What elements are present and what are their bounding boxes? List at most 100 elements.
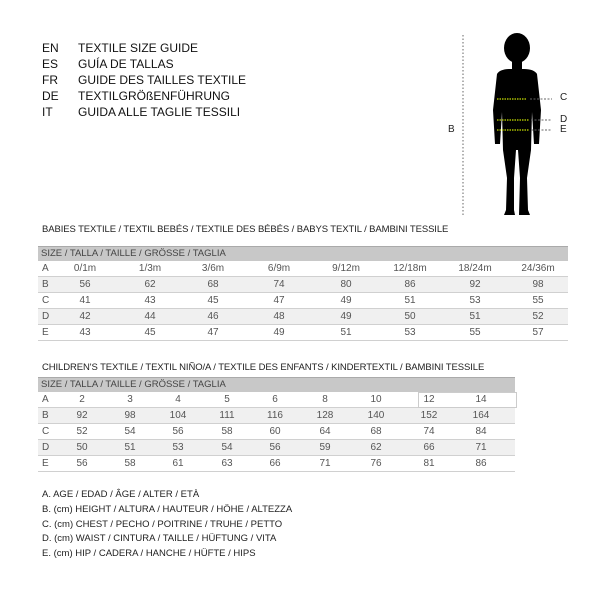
table-cell: 74 [273,279,285,290]
table-cell: 111 [219,410,235,421]
table-cell: 6 [272,394,278,405]
legend-item: A. AGE / EDAD / ÂGE / ALTER / ETÀ [42,489,200,500]
table-cell: 56 [269,442,281,453]
table-cell: 51 [404,295,416,306]
table-cell: 60 [269,426,281,437]
language-code: DE [42,89,59,103]
table-row: D 42 44 46 48 49 50 51 52 [38,309,568,325]
table-cell: 0/1m [73,263,97,274]
table-cell: 53 [172,442,184,453]
title-line: ES GUÍA DE TALLAS [42,56,174,72]
table-cell: 68 [207,279,219,290]
table-cell: 86 [475,458,487,469]
legend: A. AGE / EDAD / ÂGE / ALTER / ETÀ B. (cm)… [42,488,292,562]
table-cell: 45 [207,295,219,306]
legend-item: E. (cm) HIP / CADERA / HANCHE / HÜFTE / … [42,548,256,560]
table-cell: 164 [472,410,490,421]
language-code: EN [42,41,59,55]
table-row: C 41 43 45 47 49 51 53 55 [38,293,568,309]
table-row: E 43 45 47 49 51 53 55 57 [38,325,568,341]
table-header: SIZE / TALLA / TAILLE / GRÖSSE / TAGLIA [38,246,568,261]
table-cell: 51 [124,442,136,453]
table-cell: 49 [273,327,285,338]
title-line: IT GUIDA ALLE TAGLIE TESSILI [42,104,240,120]
row-label: D [42,311,50,322]
label-d: D [560,114,568,125]
row-label: E [42,327,49,338]
row-label: C [42,295,50,306]
row-label: B [42,279,49,290]
table-cell: 76 [370,458,382,469]
legend-item: B. (cm) HEIGHT / ALTURA / HAUTEUR / HÖHE… [42,503,293,515]
table-cell: 92 [76,410,88,421]
table-cell: 92 [469,279,481,290]
table-cell: 68 [370,426,382,437]
legend-item: D. (cm) WAIST / CINTURA / TAILLE / HÜFTU… [42,533,277,545]
table-cell: 51 [340,327,352,338]
table-cell: 56 [172,426,184,437]
table-cell: 49 [340,295,352,306]
label-e: E [560,124,567,135]
table-cell: 98 [124,410,136,421]
children-title: CHILDREN'S TEXTILE / TEXTIL NIÑO/A / TEX… [42,362,485,373]
table-cell: 116 [267,410,283,421]
table-cell: 66 [269,458,281,469]
table-cell: 14 [475,394,487,405]
table-cell: 3 [127,394,133,405]
table-cell: 42 [79,311,91,322]
row-label: D [42,442,50,453]
table-cell: 1/3m [138,263,162,274]
table-cell: 128 [316,410,334,421]
row-label: A [42,263,49,274]
legend-item: C. (cm) CHEST / PECHO / POITRINE / TRUHE… [42,518,283,530]
table-cell: 81 [423,458,435,469]
language-code: IT [42,105,53,119]
table-cell: 61 [172,458,184,469]
language-code: FR [42,73,58,87]
table-cell: 53 [469,295,481,306]
table-cell: 63 [221,458,233,469]
table-cell: 52 [532,311,544,322]
table-cell: 52 [76,426,88,437]
table-cell: 98 [532,279,544,290]
table-cell: 9/12m [332,263,360,274]
table-row: E 56 58 61 63 66 71 76 81 86 [38,456,515,472]
table-cell: 86 [404,279,416,290]
table-cell: 18/24m [458,263,492,274]
table-cell: 66 [423,442,435,453]
table-cell: 55 [469,327,481,338]
table-cell: 80 [340,279,352,290]
table-cell: 47 [273,295,285,306]
title-text: TEXTILE SIZE GUIDE [78,41,199,55]
table-cell: 3/6m [201,263,225,274]
row-label: B [42,410,49,421]
table-cell: 43 [79,327,91,338]
title-text: GUIDA ALLE TAGLIE TESSILI [78,105,241,119]
table-cell: 4 [175,394,181,405]
table-cell: 62 [370,442,382,453]
table-cell: 74 [423,426,435,437]
table-cell: 152 [420,410,438,421]
row-label: E [42,458,49,469]
table-cell: 50 [76,442,88,453]
table-row: B 56 62 68 74 80 86 92 98 [38,277,568,293]
table-cell: 71 [319,458,331,469]
table-cell: 49 [340,311,352,322]
table-cell: 58 [124,458,136,469]
table-cell: 45 [144,327,156,338]
label-c: C [560,92,568,103]
language-code: ES [42,57,59,71]
table-cell: 64 [319,426,331,437]
table-cell: 47 [207,327,219,338]
row-label: A [42,394,49,405]
table-cell: 24/36m [521,263,555,274]
table-cell: 56 [79,279,91,290]
title-text: GUIDE DES TAILLES TEXTILE [78,73,247,87]
babies-title: BABIES TEXTILE / TEXTIL BEBÉS / TEXTILE … [42,224,449,235]
table-cell: 10 [370,394,382,405]
label-b: B [448,124,455,135]
table-cell: 59 [319,442,331,453]
table-cell: 55 [532,295,544,306]
table-cell: 53 [404,327,416,338]
child-silhouette-icon [462,33,552,216]
